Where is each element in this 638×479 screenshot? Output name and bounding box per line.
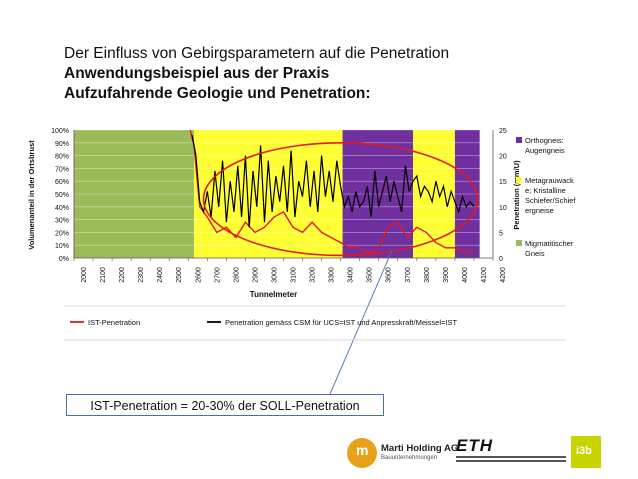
right-tick-label: 10 bbox=[499, 205, 507, 212]
right-tick-label: 15 bbox=[499, 179, 507, 186]
highlight-ellipse bbox=[202, 141, 479, 257]
eth-logo: ETH bbox=[456, 436, 493, 455]
x-tick-label: 2700 bbox=[214, 267, 221, 283]
geology-legend-swatch-1 bbox=[516, 177, 522, 183]
geology-legend-label-0: Orthogneis: bbox=[525, 136, 564, 145]
x-axis-label: Tunnelmeter bbox=[250, 290, 297, 299]
callout-connector bbox=[329, 250, 393, 395]
x-tick-label: 3200 bbox=[310, 267, 317, 283]
x-tick-label: 3300 bbox=[329, 267, 336, 283]
x-tick-label: 3400 bbox=[348, 267, 355, 283]
x-tick-label: 2600 bbox=[195, 267, 202, 283]
geology-legend-label-2: Migmatitischer bbox=[525, 239, 574, 248]
eth-logo-lines bbox=[456, 454, 566, 464]
right-tick-label: 20 bbox=[499, 154, 507, 161]
x-tick-label: 2300 bbox=[138, 267, 145, 283]
geology-legend-label-1: ergneise bbox=[525, 206, 554, 215]
right-tick-label: 25 bbox=[499, 128, 507, 135]
title-line-1: Der Einfluss von Gebirgsparametern auf d… bbox=[64, 45, 450, 62]
x-tick-label: 3500 bbox=[367, 267, 374, 283]
x-tick-label: 4200 bbox=[500, 267, 507, 283]
left-tick-label: 90% bbox=[55, 141, 69, 148]
series-legend-label-csm: Penetration gemäss CSM für UCS=IST und A… bbox=[225, 318, 457, 327]
left-axis-label: Volumenanteil in der Ortsbrust bbox=[27, 140, 36, 250]
geology-legend-label-0: Augengneis bbox=[525, 146, 565, 155]
left-tick-label: 100% bbox=[51, 128, 69, 135]
left-tick-label: 70% bbox=[55, 166, 69, 173]
series-legend-label-ist: IST-Penetration bbox=[88, 318, 140, 327]
left-tick-label: 20% bbox=[55, 230, 69, 237]
left-tick-label: 50% bbox=[55, 192, 69, 199]
x-tick-label: 4000 bbox=[462, 267, 469, 283]
geology-legend-swatch-2 bbox=[516, 240, 522, 246]
title-block: Der Einfluss von Gebirgsparametern auf d… bbox=[64, 44, 584, 104]
series-line-csm-penetration bbox=[191, 134, 475, 228]
right-tick-label: 0 bbox=[499, 256, 503, 263]
x-tick-label: 2900 bbox=[252, 267, 259, 283]
geology-legend-label-1: e; Kristalline bbox=[525, 186, 566, 195]
x-tick-label: 2100 bbox=[100, 267, 107, 283]
left-tick-label: 80% bbox=[55, 154, 69, 161]
x-tick-label: 4100 bbox=[481, 267, 488, 283]
x-tick-label: 2500 bbox=[176, 267, 183, 283]
geology-legend-swatch-0 bbox=[516, 137, 522, 143]
x-tick-label: 2800 bbox=[233, 267, 240, 283]
x-tick-label: 3800 bbox=[424, 267, 431, 283]
series-line-ist-penetration bbox=[189, 129, 475, 254]
x-tick-label: 2400 bbox=[157, 267, 164, 283]
marti-logo: m bbox=[347, 438, 377, 468]
marti-logo-subtext: Bauunternehmungen bbox=[381, 455, 438, 461]
x-tick-label: 3600 bbox=[386, 267, 393, 283]
x-tick-label: 3900 bbox=[443, 267, 450, 283]
right-tick-label: 5 bbox=[499, 230, 503, 237]
title-line-3: Aufzufahrende Geologie und Penetration: bbox=[64, 85, 371, 102]
left-tick-label: 10% bbox=[55, 243, 69, 250]
x-tick-label: 3100 bbox=[291, 267, 298, 283]
callout-box: IST-Penetration = 20-30% der SOLL-Penetr… bbox=[66, 394, 384, 416]
x-tick-label: 2000 bbox=[81, 267, 88, 283]
left-tick-label: 30% bbox=[55, 218, 69, 225]
left-tick-label: 40% bbox=[55, 205, 69, 212]
geology-legend-label-1: Metagrauwack bbox=[525, 176, 574, 185]
i3b-logo: i3b bbox=[571, 436, 601, 468]
right-axis-label: Penetration (mm/U) bbox=[512, 160, 521, 230]
x-tick-label: 2200 bbox=[119, 267, 126, 283]
left-tick-label: 0% bbox=[59, 256, 69, 263]
x-tick-label: 3700 bbox=[405, 267, 412, 283]
marti-logo-text: Marti Holding AG bbox=[381, 443, 459, 454]
geology-legend-label-1: Schiefer/Schief bbox=[525, 196, 576, 205]
left-tick-label: 60% bbox=[55, 179, 69, 186]
geology-legend-label-2: Gneis bbox=[525, 249, 545, 258]
title-line-2: Anwendungsbeispiel aus der Praxis bbox=[64, 65, 330, 82]
x-tick-label: 3000 bbox=[271, 267, 278, 283]
